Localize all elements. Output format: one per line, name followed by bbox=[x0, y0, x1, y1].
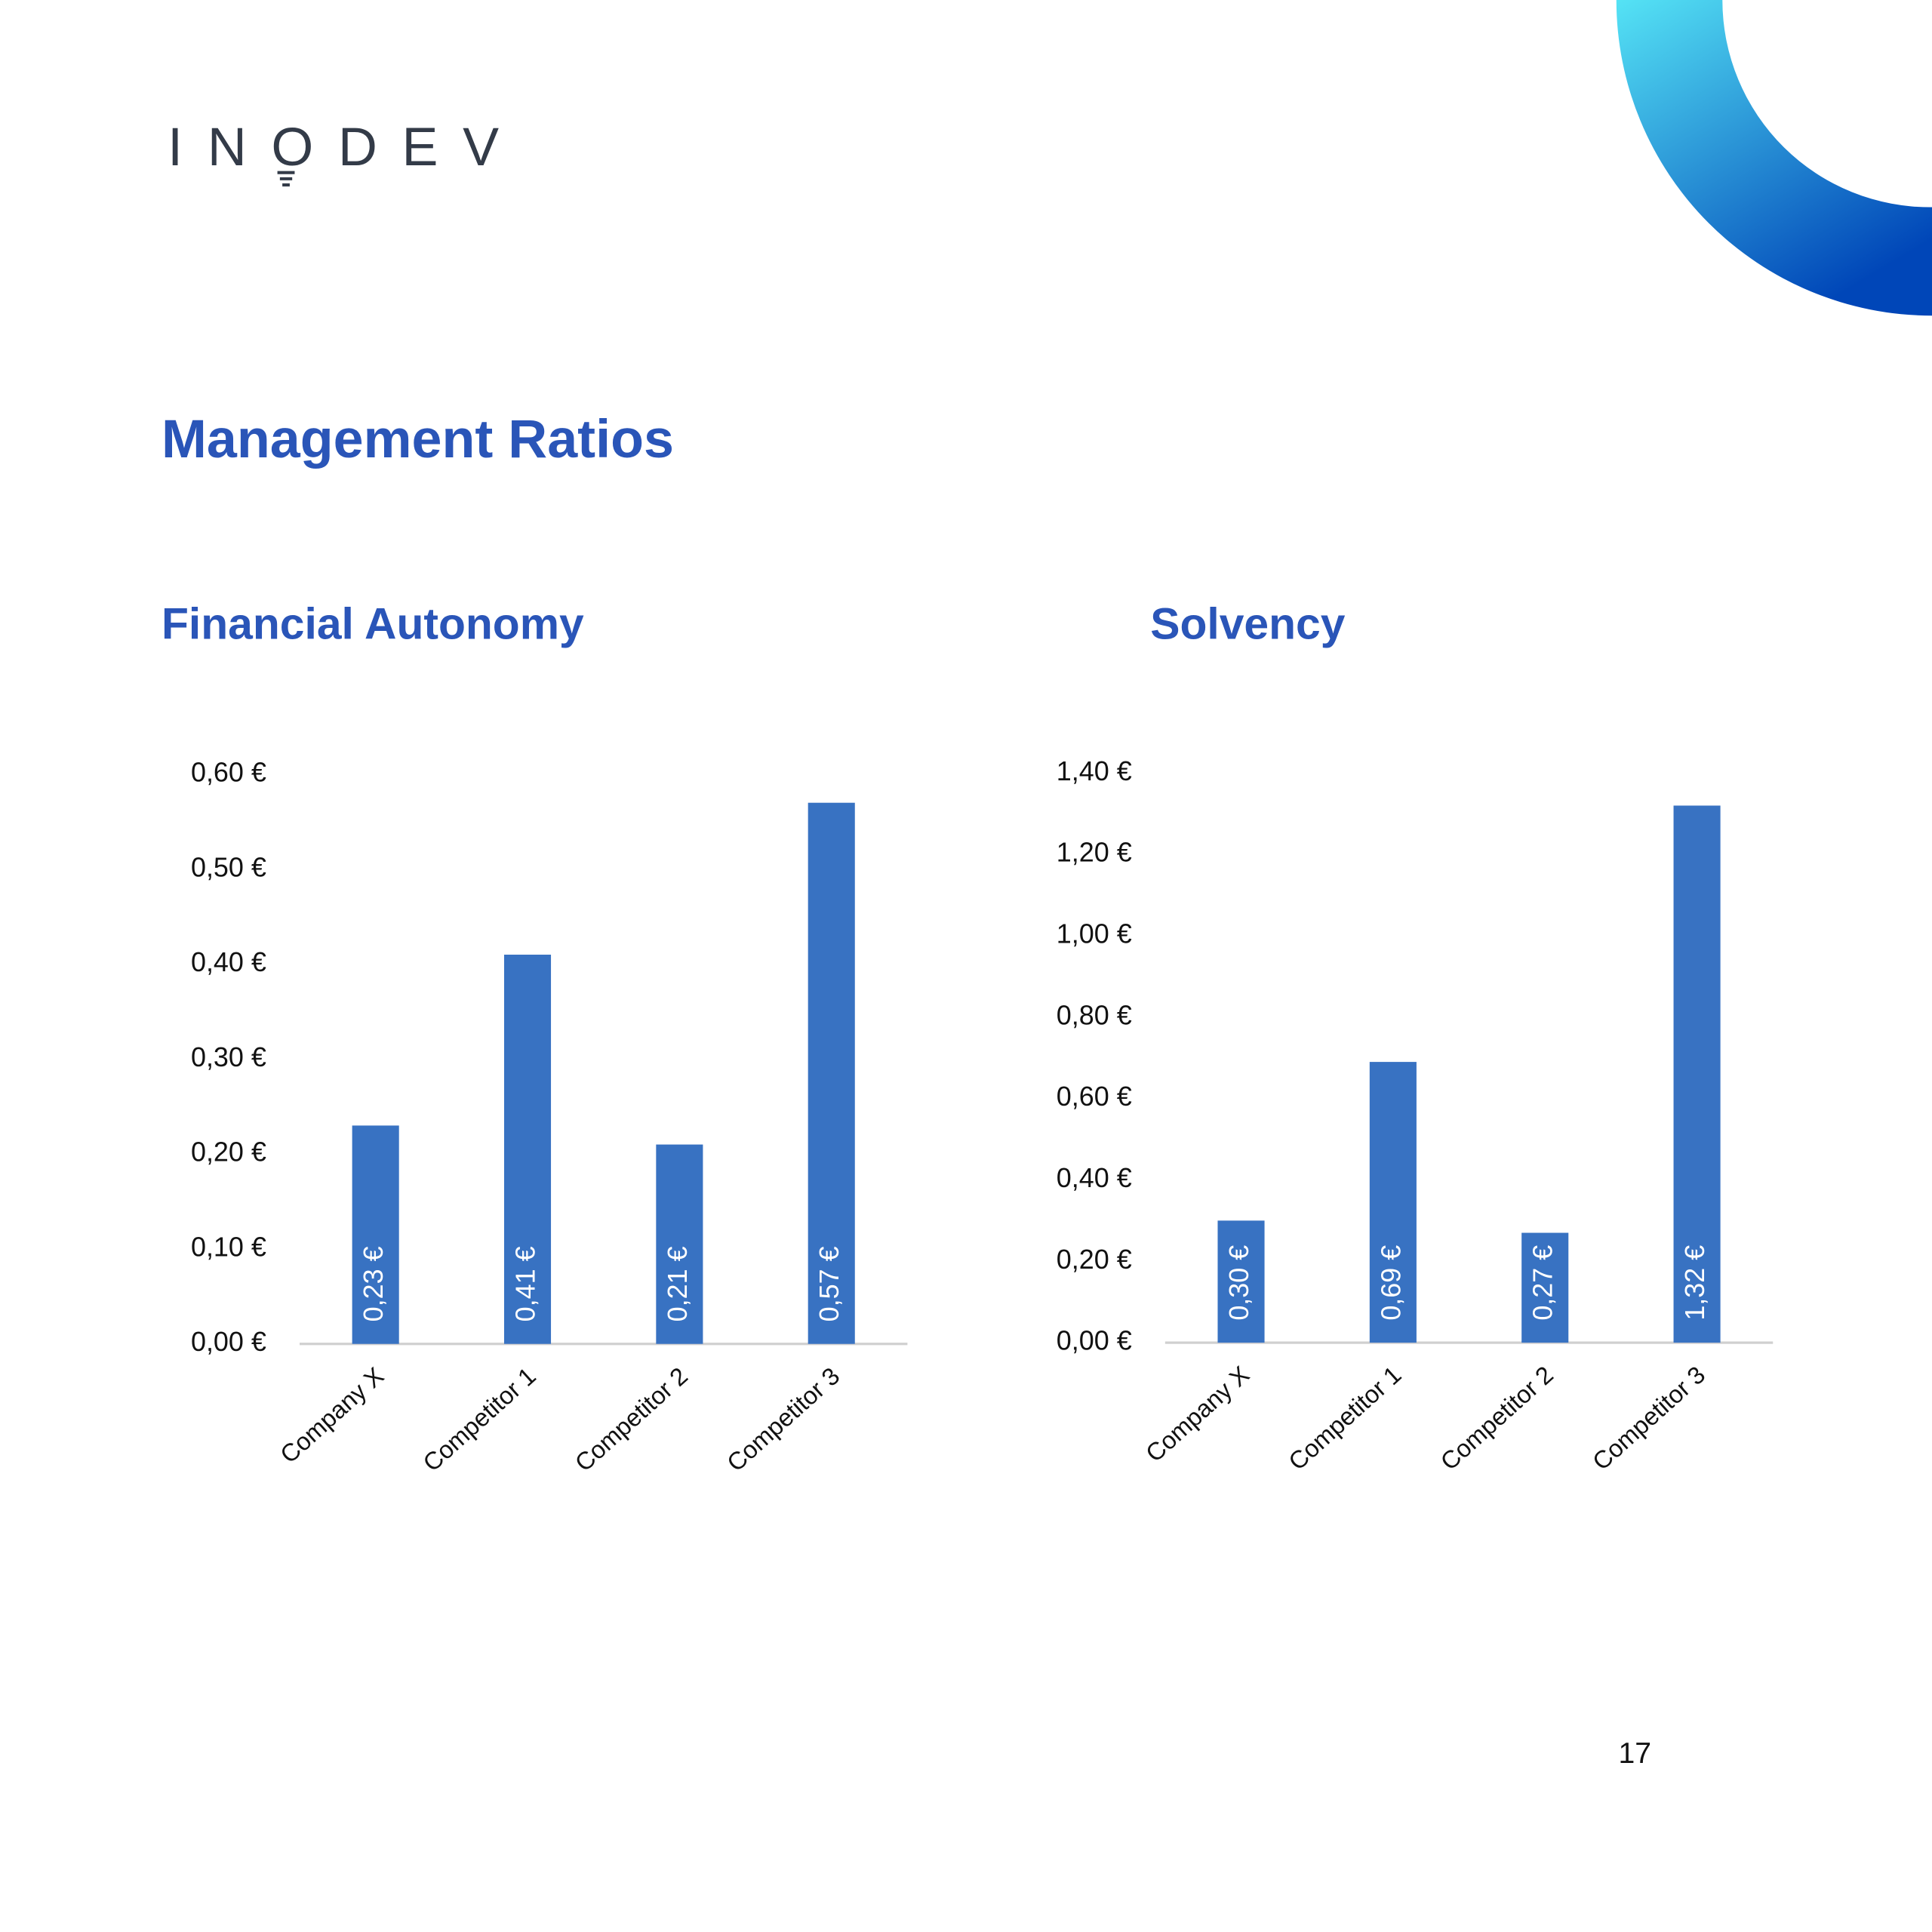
y-tick-label: 0,40 € bbox=[1057, 1162, 1132, 1193]
y-tick-label: 1,40 € bbox=[1057, 755, 1132, 786]
bar bbox=[1521, 1232, 1569, 1343]
y-tick-label: 1,00 € bbox=[1057, 918, 1132, 949]
y-tick-label: 0,00 € bbox=[1057, 1325, 1132, 1356]
x-tick-label: Competitor 2 bbox=[1435, 1361, 1558, 1476]
x-tick-label: Competitor 3 bbox=[1587, 1361, 1711, 1476]
x-tick-label: Competitor 2 bbox=[569, 1361, 693, 1477]
value-label: 0,69 € bbox=[1375, 1245, 1406, 1321]
y-tick-label: 0,20 € bbox=[1057, 1244, 1132, 1275]
value-label: 0,21 € bbox=[662, 1246, 693, 1321]
x-tick-label: Competitor 3 bbox=[721, 1361, 845, 1477]
logo-bulb bbox=[277, 171, 295, 187]
x-tick-label: Competitor 1 bbox=[1283, 1361, 1407, 1476]
bar bbox=[1673, 805, 1721, 1343]
chart-title: Solvency bbox=[1150, 599, 1345, 648]
y-tick-label: 0,50 € bbox=[191, 851, 266, 882]
bar bbox=[1217, 1220, 1265, 1343]
y-tick-label: 0,60 € bbox=[1057, 1081, 1132, 1112]
value-label: 1,32 € bbox=[1679, 1245, 1710, 1321]
value-label: 0,41 € bbox=[510, 1246, 541, 1321]
y-tick-label: 0,00 € bbox=[191, 1326, 266, 1357]
chart-title: Financial Autonomy bbox=[162, 599, 584, 648]
y-tick-label: 0,10 € bbox=[191, 1231, 266, 1262]
y-tick-label: 0,30 € bbox=[191, 1041, 266, 1072]
heading: Management Ratios bbox=[162, 409, 674, 469]
bar bbox=[808, 802, 855, 1344]
y-tick-label: 0,40 € bbox=[191, 946, 266, 977]
value-label: 0,23 € bbox=[358, 1246, 389, 1321]
y-tick-label: 0,80 € bbox=[1057, 999, 1132, 1030]
page-number: 17 bbox=[1618, 1737, 1651, 1770]
y-tick-label: 0,60 € bbox=[191, 756, 266, 787]
x-tick-label: Company X bbox=[1140, 1360, 1255, 1467]
value-label: 0,27 € bbox=[1527, 1245, 1558, 1321]
y-tick-label: 1,20 € bbox=[1057, 837, 1132, 868]
value-label: 0,30 € bbox=[1223, 1245, 1254, 1321]
value-label: 0,57 € bbox=[814, 1246, 844, 1321]
logo: INODEV bbox=[168, 117, 524, 177]
bar bbox=[1369, 1062, 1417, 1343]
bar bbox=[656, 1144, 703, 1344]
bar bbox=[352, 1125, 399, 1344]
x-tick-label: Company X bbox=[275, 1361, 389, 1469]
x-tick-label: Competitor 1 bbox=[417, 1361, 541, 1477]
bar bbox=[503, 954, 552, 1344]
y-tick-label: 0,20 € bbox=[191, 1137, 266, 1168]
corner-arc bbox=[1616, 0, 1932, 316]
